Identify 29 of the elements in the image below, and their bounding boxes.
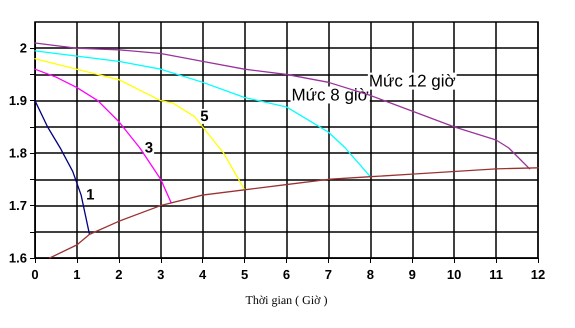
line-series [34,68,172,204]
series-label: 5 [200,108,209,125]
line-series [49,167,539,259]
x-tick-label: 10 [446,267,462,282]
series-label: 3 [144,139,154,156]
x-tick-label: 12 [530,267,546,282]
x-tick-label: 8 [366,267,374,282]
x-tick-label: 5 [240,267,248,282]
x-tick-label: 3 [157,267,164,282]
y-tick-label: 2 [20,40,27,56]
y-tick-label: 1.8 [8,146,27,161]
line-series [34,58,246,190]
x-tick-label: 7 [324,267,332,282]
x-tick-label: 1 [73,267,81,282]
line-series [34,42,530,170]
series-label: Mức 8 giờ [292,85,369,104]
x-tick-label: 2 [115,267,122,282]
x-tick-label: 11 [489,267,503,282]
x-axis-title: Thời gian ( Giờ ) [245,293,328,307]
y-tick-label: 1.7 [8,198,27,214]
y-tick-label: 1.9 [8,93,27,108]
x-tick-label: 4 [199,267,208,282]
y-tick-label: 1.6 [8,250,27,266]
line-series [34,50,371,178]
x-tick-label: 0 [31,267,39,282]
series-label: Mức 12 giờ [368,72,456,91]
x-tick-label: 9 [408,267,416,282]
series-label: 1 [86,186,94,204]
x-tick-label: 6 [282,267,290,282]
